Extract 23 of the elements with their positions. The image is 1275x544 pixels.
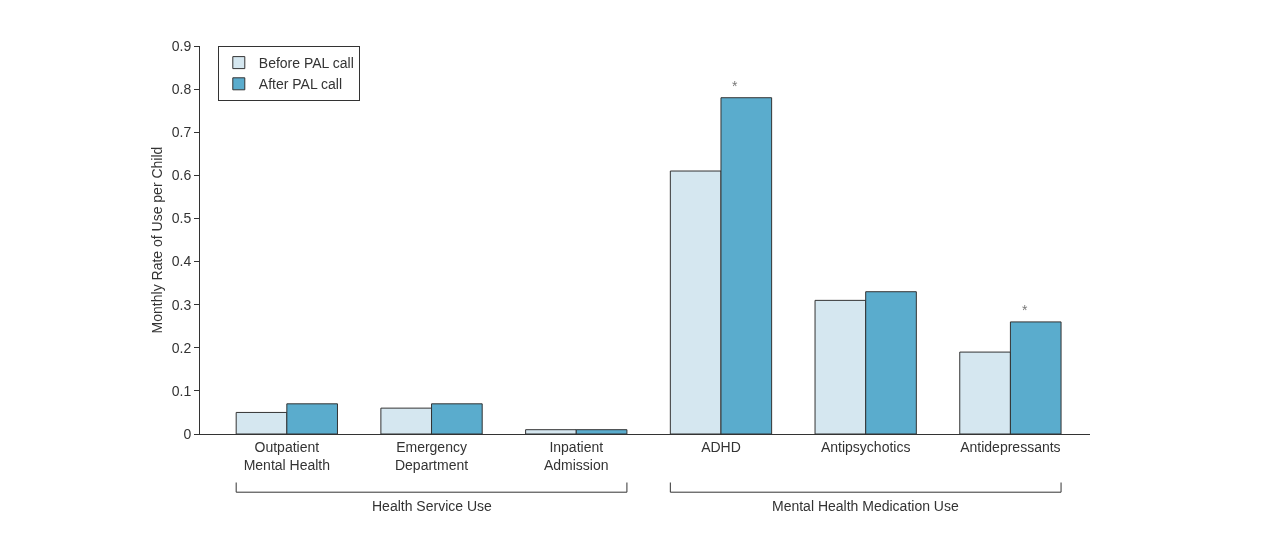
x-tick-label: Inpatient Admission [543,438,609,473]
x-tick-label: ADHD [701,438,741,455]
y-tick-label: 0.1 [171,382,192,399]
y-tick-label: 0.9 [171,37,192,54]
y-tick-label: 0.7 [171,124,192,141]
annotation: * [732,78,738,94]
y-axis-title: Monthly Rate of Use per Child [149,146,165,334]
y-tick-label: 0.8 [171,81,192,98]
y-tick-label: 0.2 [171,339,192,356]
y-tick-label: 0.3 [171,296,192,313]
legend-label: After PAL call [258,76,343,93]
y-tick-label: 0 [183,425,192,442]
y-tick-label: 0.5 [171,210,192,227]
y-tick-label: 0.6 [171,167,192,184]
x-tick-label: Antidepressants [960,438,1061,455]
legend-label: Before PAL call [258,55,354,72]
x-tick-label: Emergency Department [394,438,469,473]
y-tick-label: 0.4 [171,253,192,270]
x-tick-label: Outpatient Mental Health [243,438,331,473]
annotation: * [1022,302,1028,318]
text: Health Service Use [372,498,493,514]
x-tick-label: Antipsychotics [820,438,911,455]
text: Mental Health Medication Use [772,498,959,514]
